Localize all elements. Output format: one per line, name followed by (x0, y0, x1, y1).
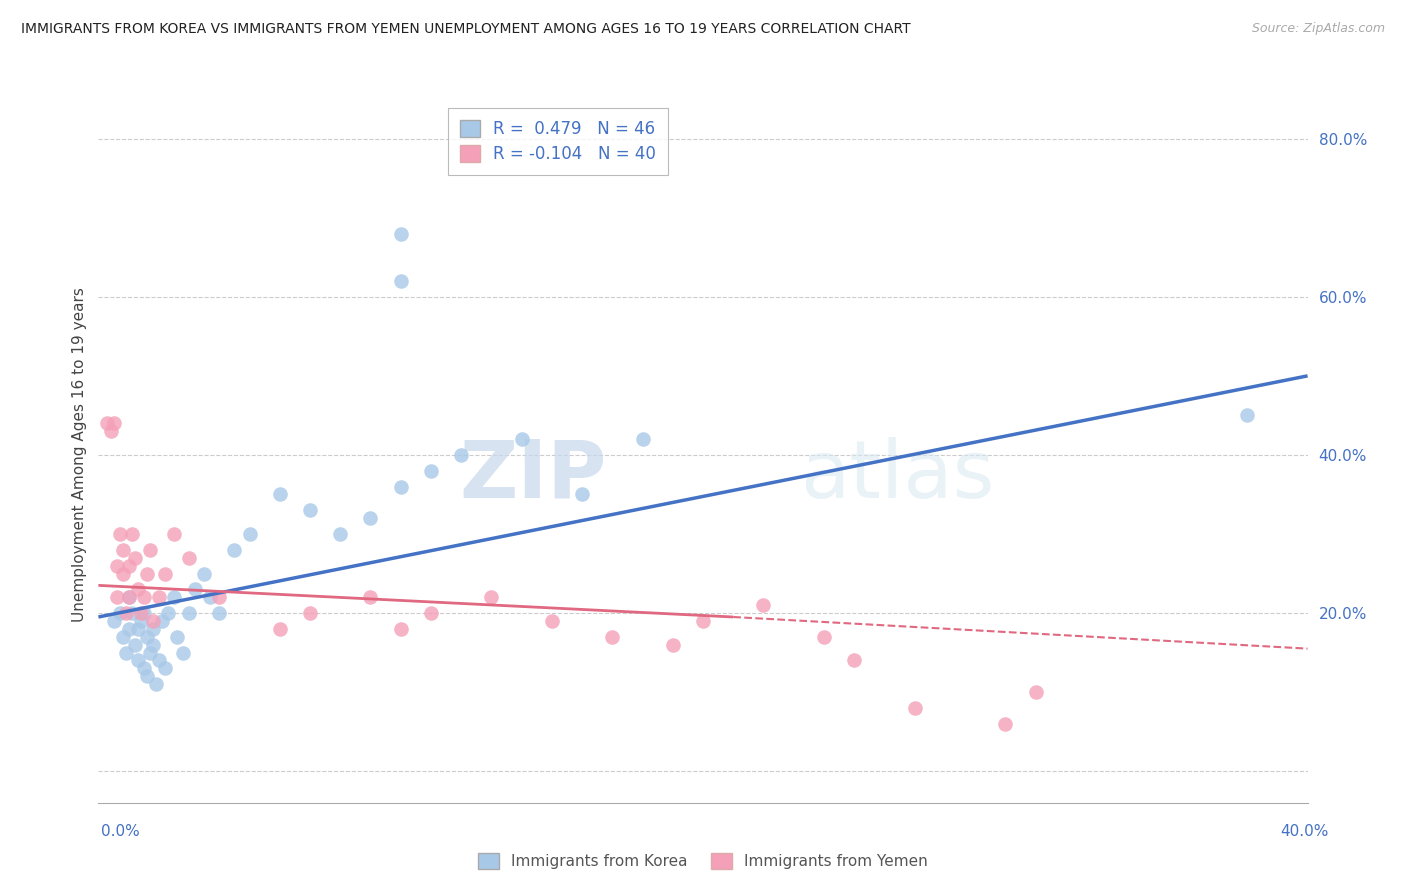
Point (661, 638, 683, 652)
Point (389, 479, 412, 493)
Point (118, 558, 141, 573)
Point (844, 653, 866, 667)
Point (419, 464, 441, 478)
Point (118, 591, 141, 605)
Point (142, 638, 165, 652)
Point (177, 550, 201, 565)
Point (631, 432, 654, 446)
Point (752, 598, 775, 612)
Point (1236, 409, 1258, 423)
Point (135, 630, 157, 644)
Point (139, 646, 162, 660)
Point (127, 622, 149, 636)
Text: IMMIGRANTS FROM KOREA VS IMMIGRANTS FROM YEMEN UNEMPLOYMENT AMONG AGES 16 TO 19 : IMMIGRANTS FROM KOREA VS IMMIGRANTS FROM… (21, 22, 911, 37)
Point (200, 591, 222, 605)
Point (96, 417, 118, 431)
Point (360, 591, 382, 605)
Point (100, 424, 122, 438)
Point (129, 606, 152, 620)
Point (111, 542, 134, 557)
Point (129, 614, 152, 628)
Text: ZIP: ZIP (458, 437, 606, 515)
Point (135, 669, 157, 683)
Point (481, 591, 503, 605)
Point (163, 591, 186, 605)
Point (540, 614, 562, 628)
Point (108, 527, 131, 541)
Point (103, 417, 125, 431)
Point (118, 622, 141, 636)
Point (224, 542, 246, 557)
Point (360, 511, 382, 525)
Point (150, 614, 173, 628)
Point (813, 630, 835, 644)
Point (239, 527, 262, 541)
Point (153, 566, 176, 581)
Point (124, 550, 146, 565)
Point (510, 432, 533, 446)
Point (111, 566, 134, 581)
Point (127, 653, 149, 667)
Point (127, 582, 149, 597)
Point (602, 630, 624, 644)
Point (389, 622, 412, 636)
Point (208, 591, 231, 605)
Point (450, 448, 472, 462)
Point (148, 591, 170, 605)
Point (108, 606, 131, 620)
Point (172, 646, 194, 660)
Point (163, 527, 186, 541)
Point (135, 566, 157, 581)
Point (142, 614, 165, 628)
Point (571, 487, 593, 501)
Point (389, 227, 412, 241)
Point (299, 606, 322, 620)
Point (329, 527, 352, 541)
Point (114, 606, 136, 620)
Point (193, 566, 215, 581)
Point (124, 638, 146, 652)
Y-axis label: Unemployment Among Ages 16 to 19 years: Unemployment Among Ages 16 to 19 years (72, 287, 87, 623)
Point (105, 558, 128, 573)
Point (208, 606, 231, 620)
Point (166, 630, 188, 644)
Point (269, 487, 291, 501)
Legend: Immigrants from Korea, Immigrants from Yemen: Immigrants from Korea, Immigrants from Y… (471, 847, 935, 875)
Point (156, 606, 179, 620)
Point (904, 701, 927, 715)
Point (111, 630, 134, 644)
Text: Source: ZipAtlas.com: Source: ZipAtlas.com (1251, 22, 1385, 36)
Point (139, 542, 162, 557)
Point (153, 661, 176, 675)
Point (994, 716, 1017, 731)
Text: 40.0%: 40.0% (1281, 824, 1329, 838)
Point (184, 582, 207, 597)
Point (692, 614, 714, 628)
Point (1024, 685, 1046, 699)
Point (142, 622, 165, 636)
Point (103, 614, 125, 628)
Point (177, 606, 201, 620)
Point (105, 591, 128, 605)
Point (269, 622, 291, 636)
Point (419, 606, 441, 620)
Text: atlas: atlas (800, 437, 994, 515)
Point (132, 606, 155, 620)
Legend: R =  0.479   N = 46, R = -0.104   N = 40: R = 0.479 N = 46, R = -0.104 N = 40 (449, 109, 668, 175)
Point (299, 503, 322, 517)
Point (132, 591, 155, 605)
Point (132, 661, 155, 675)
Point (121, 606, 143, 620)
Point (114, 646, 136, 660)
Point (145, 677, 167, 691)
Point (389, 274, 412, 288)
Point (118, 591, 141, 605)
Point (148, 653, 170, 667)
Point (121, 527, 143, 541)
Text: 0.0%: 0.0% (101, 824, 141, 838)
